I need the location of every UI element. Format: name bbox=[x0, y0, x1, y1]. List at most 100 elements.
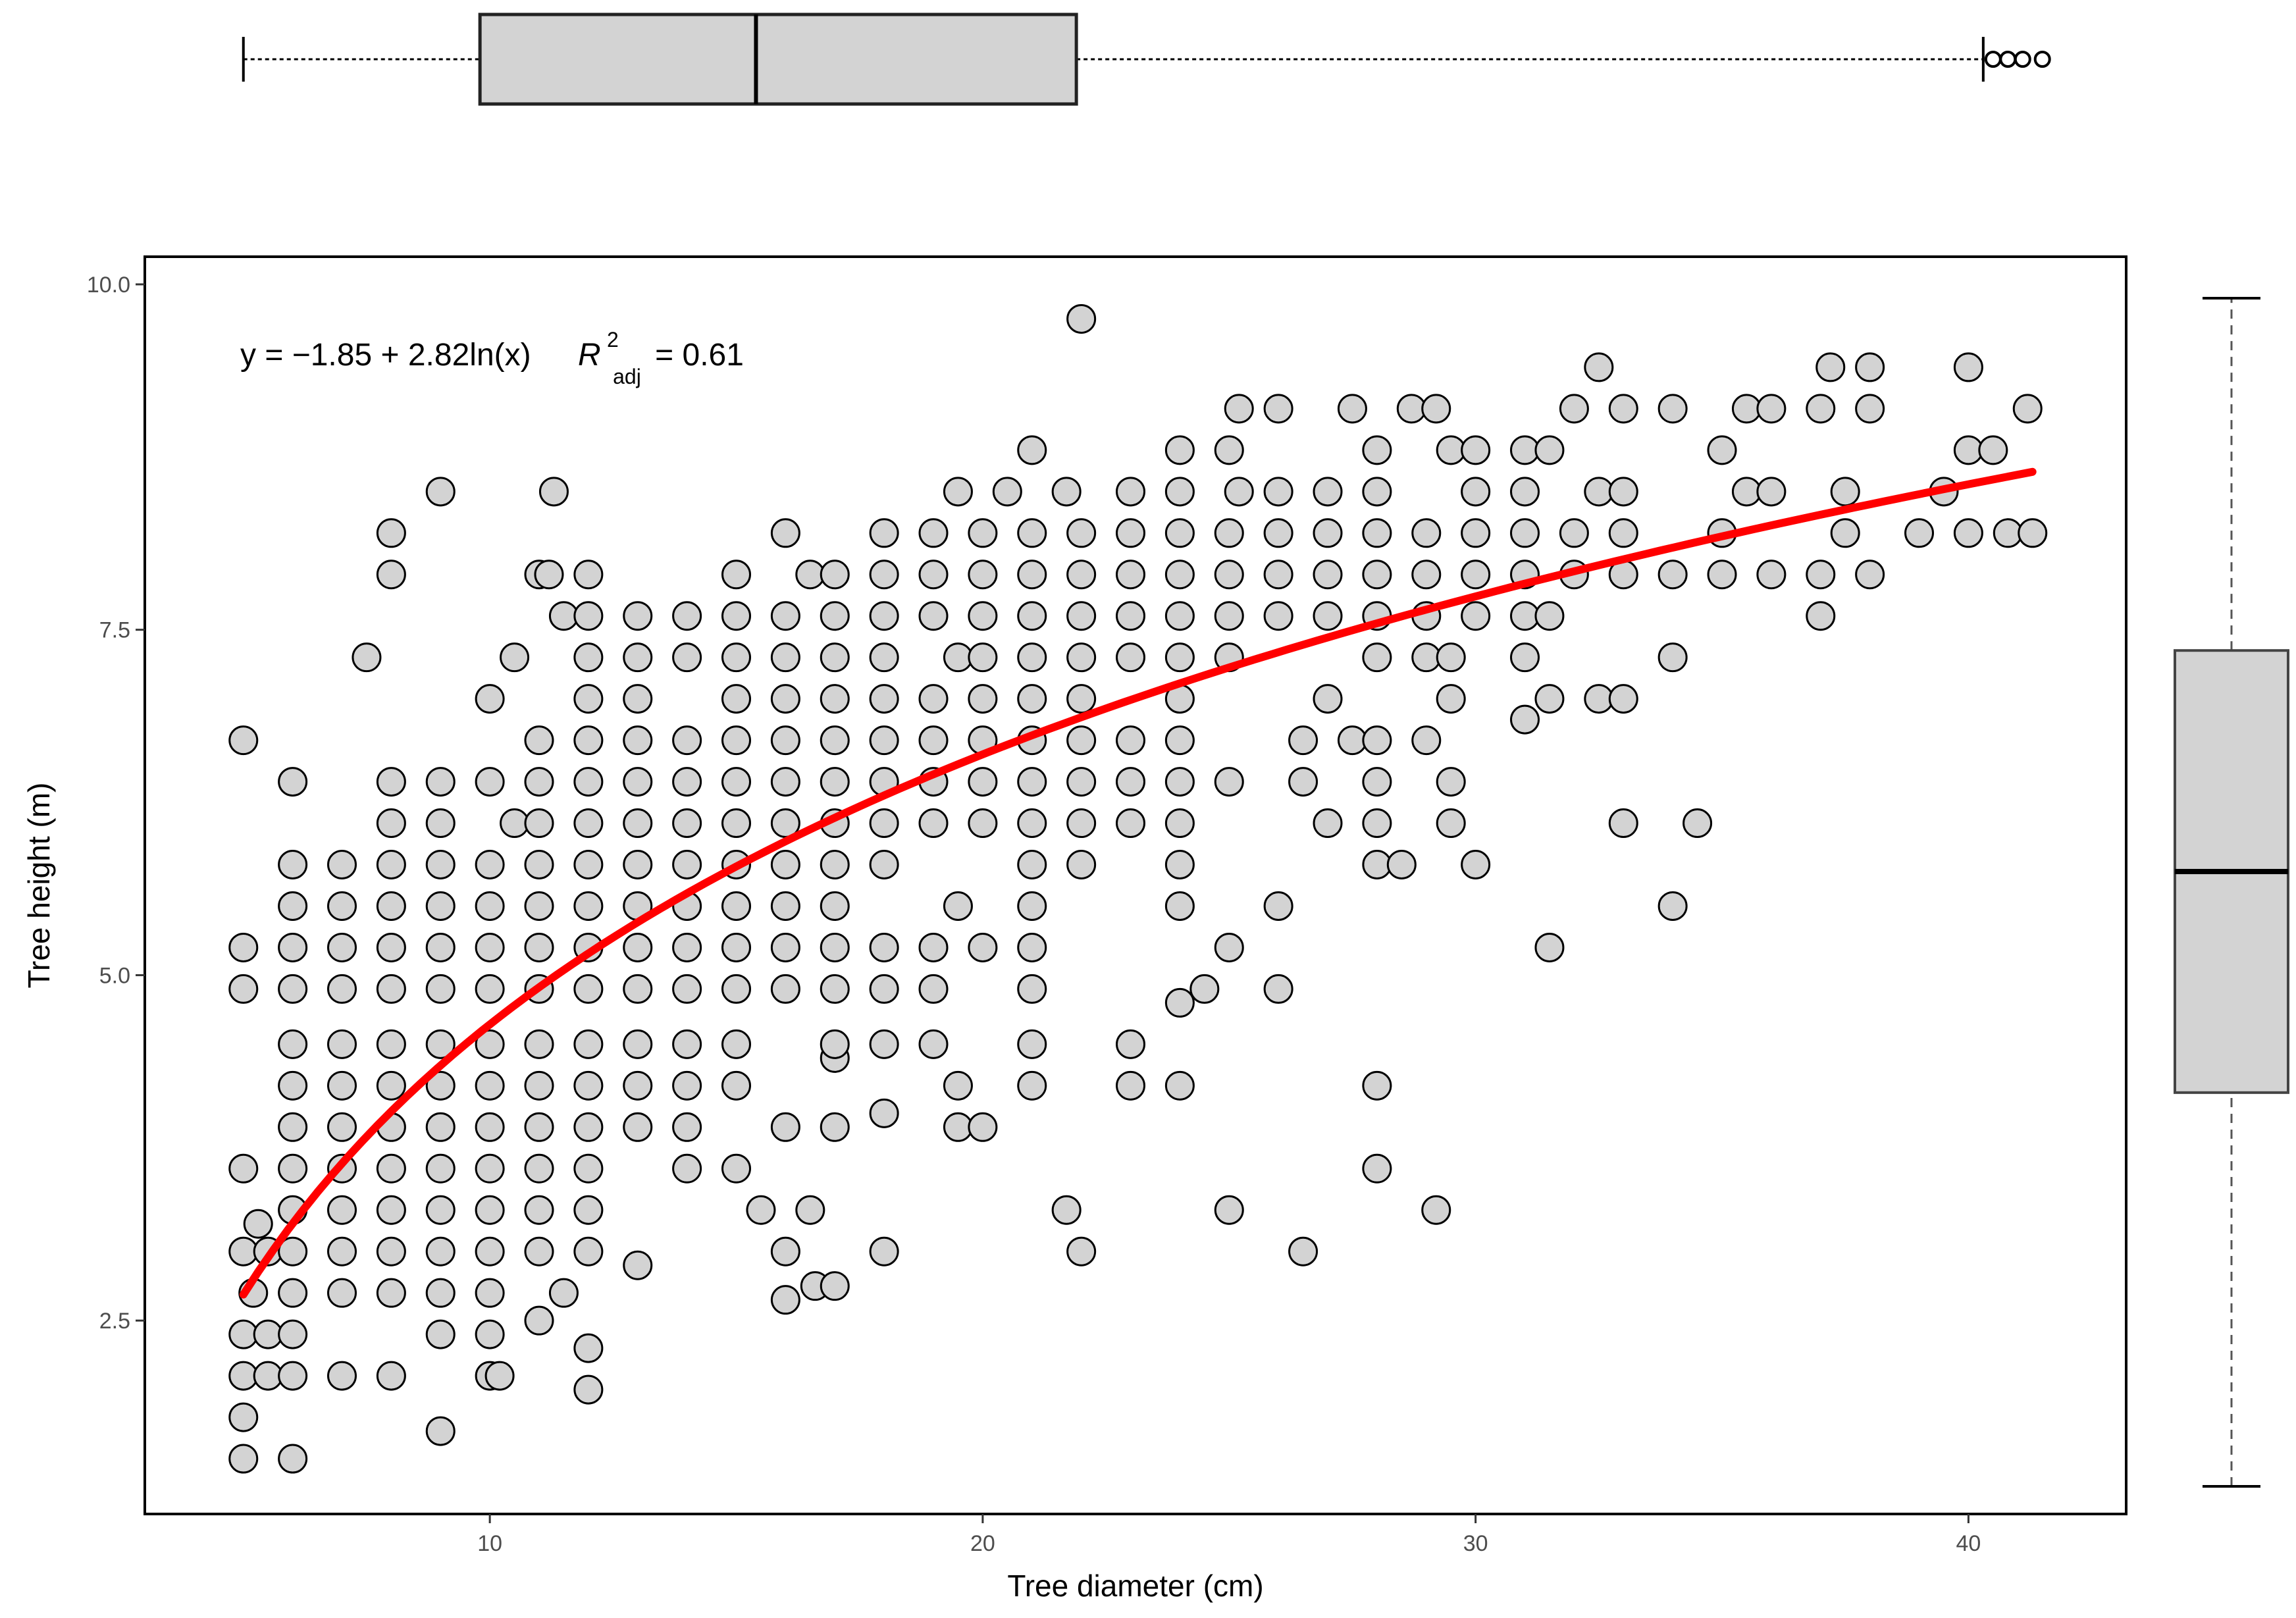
data-point bbox=[1953, 518, 1983, 548]
data-point bbox=[623, 1029, 653, 1059]
data-point bbox=[721, 684, 752, 714]
plot-background bbox=[145, 257, 2126, 1514]
data-point bbox=[1164, 1070, 1195, 1101]
data-point bbox=[573, 974, 604, 1004]
data-point bbox=[1116, 725, 1146, 756]
data-point bbox=[623, 974, 653, 1004]
data-point bbox=[795, 560, 825, 590]
data-point bbox=[524, 725, 554, 756]
data-point bbox=[721, 808, 752, 839]
data-point bbox=[623, 601, 653, 631]
data-point bbox=[500, 642, 530, 673]
data-point bbox=[1263, 518, 1293, 548]
data-point bbox=[1362, 642, 1392, 673]
data-point bbox=[1461, 601, 1491, 631]
data-point bbox=[672, 974, 702, 1004]
data-point bbox=[1510, 518, 1540, 548]
data-point bbox=[1806, 601, 1836, 631]
data-point bbox=[425, 1319, 456, 1349]
data-point bbox=[1362, 725, 1392, 756]
r-subscript: adj bbox=[613, 365, 641, 388]
data-point bbox=[1534, 684, 1565, 714]
data-point bbox=[820, 932, 850, 962]
data-point bbox=[869, 808, 899, 839]
data-point bbox=[1396, 394, 1426, 424]
data-point bbox=[820, 684, 850, 714]
data-point bbox=[1559, 394, 1589, 424]
data-point bbox=[1855, 394, 1885, 424]
data-point bbox=[770, 974, 800, 1004]
data-point bbox=[1288, 767, 1318, 797]
data-point bbox=[1657, 394, 1688, 424]
data-point bbox=[425, 1278, 456, 1308]
data-point bbox=[425, 1416, 456, 1446]
y-axis: 2.5 5.0 7.5 10.0 bbox=[87, 273, 145, 1334]
data-point bbox=[770, 1285, 800, 1315]
data-point bbox=[1421, 1195, 1451, 1225]
data-point bbox=[1214, 932, 1244, 962]
data-point bbox=[1806, 560, 1836, 590]
data-point bbox=[672, 642, 702, 673]
data-point bbox=[623, 642, 653, 673]
data-point bbox=[1116, 1070, 1146, 1101]
data-point bbox=[278, 1278, 308, 1308]
data-point bbox=[1436, 767, 1466, 797]
data-point bbox=[1756, 560, 1787, 590]
data-point bbox=[672, 850, 702, 880]
data-point bbox=[278, 1236, 308, 1266]
data-point bbox=[253, 1361, 283, 1391]
data-point bbox=[228, 1319, 259, 1349]
data-point bbox=[1164, 435, 1195, 465]
y-tick-label: 10.0 bbox=[87, 273, 130, 298]
data-point bbox=[1608, 477, 1638, 507]
data-point bbox=[1362, 767, 1392, 797]
data-point bbox=[770, 601, 800, 631]
data-point bbox=[278, 1070, 308, 1101]
data-point bbox=[524, 891, 554, 921]
data-point bbox=[1224, 394, 1254, 424]
data-point bbox=[538, 477, 569, 507]
data-point bbox=[672, 808, 702, 839]
data-point bbox=[1337, 394, 1367, 424]
data-point bbox=[573, 891, 604, 921]
data-point bbox=[1510, 477, 1540, 507]
data-point bbox=[1017, 518, 1047, 548]
data-point bbox=[721, 1153, 752, 1184]
data-point bbox=[1534, 932, 1565, 962]
data-point bbox=[228, 932, 259, 962]
data-point bbox=[623, 808, 653, 839]
data-point bbox=[1017, 808, 1047, 839]
data-point bbox=[1362, 560, 1392, 590]
data-point bbox=[327, 1029, 357, 1059]
data-point bbox=[820, 601, 850, 631]
data-point bbox=[376, 1029, 406, 1059]
data-point bbox=[943, 1070, 973, 1101]
data-point bbox=[524, 1070, 554, 1101]
data-point bbox=[1164, 767, 1195, 797]
data-point bbox=[1436, 808, 1466, 839]
data-point bbox=[918, 974, 949, 1004]
data-point bbox=[869, 560, 899, 590]
data-point bbox=[228, 1361, 259, 1391]
data-point bbox=[1313, 601, 1343, 631]
data-point bbox=[1534, 601, 1565, 631]
data-point bbox=[1116, 642, 1146, 673]
data-point bbox=[278, 932, 308, 962]
data-point bbox=[869, 725, 899, 756]
data-point bbox=[918, 560, 949, 590]
data-point bbox=[524, 1195, 554, 1225]
data-point bbox=[1214, 767, 1244, 797]
data-point bbox=[1461, 477, 1491, 507]
data-point bbox=[1559, 518, 1589, 548]
data-point bbox=[1411, 642, 1442, 673]
data-point bbox=[573, 808, 604, 839]
data-point bbox=[376, 1195, 406, 1225]
data-point bbox=[1993, 518, 2023, 548]
data-point bbox=[869, 850, 899, 880]
data-point bbox=[376, 560, 406, 590]
data-point bbox=[573, 601, 604, 631]
data-point bbox=[968, 808, 998, 839]
data-point bbox=[425, 1029, 456, 1059]
data-point bbox=[918, 684, 949, 714]
data-point bbox=[1436, 684, 1466, 714]
